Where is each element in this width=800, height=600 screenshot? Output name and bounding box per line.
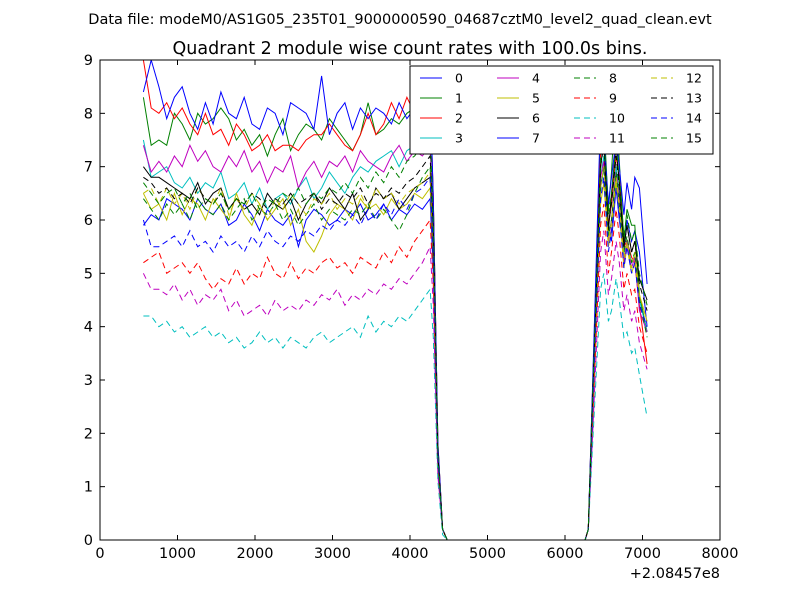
y-tick-label: 6 [84,213,93,229]
y-tick-label: 1 [84,480,93,496]
series-line-11 [142,230,648,540]
series-line-0 [142,166,648,540]
x-tick-label: 5000 [469,546,506,562]
legend-label: 14 [686,111,702,126]
y-tick-label: 2 [84,426,93,442]
series-line-4 [142,143,648,540]
legend-label: 9 [609,91,617,106]
chart-title: Quadrant 2 module wise count rates with … [173,39,648,59]
series-line-12 [143,166,648,540]
legend-box [409,65,714,155]
y-tick-label: 0 [84,533,93,549]
series-line-10 [143,273,648,540]
y-tick-label: 7 [84,160,93,176]
series-line-5 [142,182,648,540]
legend-label: 3 [455,131,463,146]
legend-label: 2 [455,111,463,126]
y-tick-label: 4 [84,320,93,336]
x-tick-label: 8000 [702,546,739,562]
x-tick-label: 0 [95,546,104,562]
x-tick-label: 6000 [547,546,584,562]
legend-label: 15 [686,131,702,146]
legend-label: 13 [686,91,702,106]
series-layer [142,60,648,540]
legend-label: 7 [532,131,540,146]
figure-suptitle: Data file: modeM0/AS1G05_235T01_90000005… [88,12,712,28]
x-tick-label: 7000 [624,546,661,562]
y-tick-label: 3 [84,373,93,389]
legend-label: 6 [532,111,540,126]
x-tick-label: 3000 [314,546,351,562]
series-line-8 [142,165,648,540]
y-tick-label: 8 [84,106,93,122]
series-line-14 [142,175,648,540]
x-tick-label: 4000 [392,546,429,562]
y-tick-label: 5 [84,266,93,282]
legend-label: 11 [609,131,625,146]
legend-label: 0 [455,71,463,86]
legend-label: 4 [532,71,540,86]
legend-label: 12 [686,71,702,86]
x-tick-label: 1000 [159,546,196,562]
series-line-6 [142,139,648,540]
x-offset-label: +2.08457e8 [630,566,720,582]
y-tick-label: 9 [84,53,93,69]
legend-label: 1 [455,91,463,106]
series-line-15 [142,133,648,540]
x-axis: 0 1000 2000 3000 4000 5000 6000 7000 8000 [95,60,738,562]
legend-label: 8 [609,71,617,86]
legend-label: 10 [609,111,625,126]
series-line-9 [143,203,648,540]
x-tick-label: 2000 [237,546,274,562]
legend-label: 5 [532,91,540,106]
